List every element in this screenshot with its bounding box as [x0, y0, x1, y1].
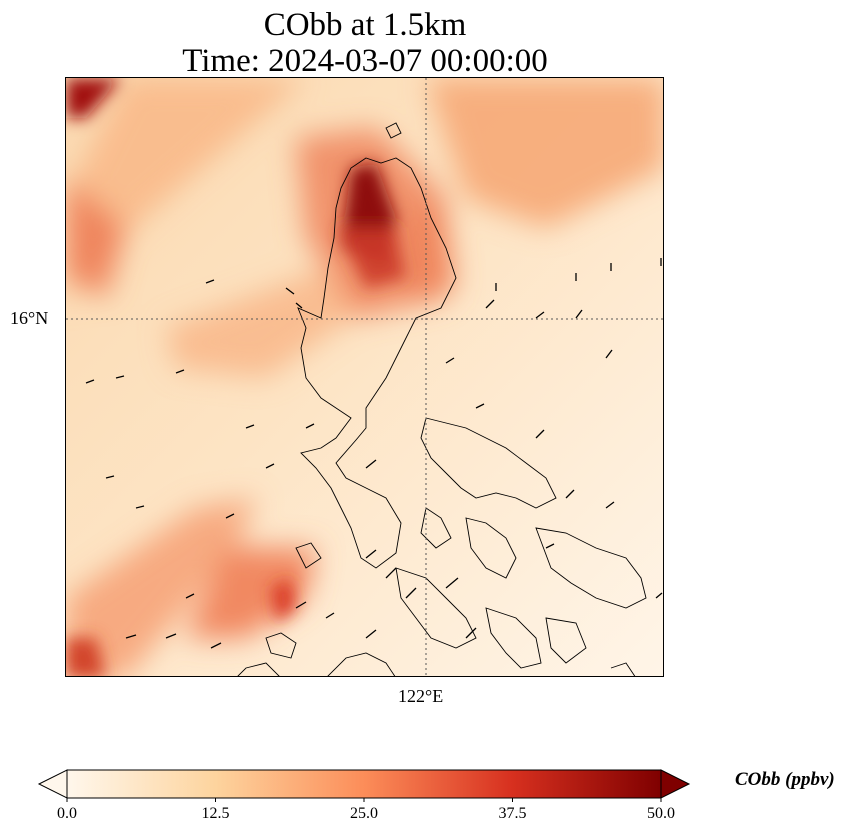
colorbar-tick-marks [66, 798, 662, 802]
coastlines [237, 122, 647, 676]
colorbar-min-extension [37, 769, 68, 799]
gridlines [66, 78, 663, 676]
colorbar-gradient [66, 769, 662, 799]
colorbar-max-extension [660, 769, 691, 799]
colorbar [37, 769, 691, 802]
lat-tick-label: 16°N [10, 308, 49, 328]
map-canvas [66, 78, 663, 676]
colorbar-tick-2: 25.0 [350, 805, 378, 822]
colorbar-label: CObb (ppbv) [735, 769, 835, 790]
wind-vectors [85, 258, 663, 649]
colorbar-tick-3: 37.5 [498, 805, 527, 822]
plot-title-line-2: Time: 2024-03-07 00:00:00 [182, 43, 548, 79]
plot-title-line-1: CObb at 1.5km [263, 7, 467, 43]
concentration-maxima [66, 78, 406, 676]
colorbar-tick-0: 0.0 [57, 805, 77, 822]
colorbar-tick-4: 50.0 [647, 805, 675, 822]
lon-tick-label: 122°E [398, 686, 444, 706]
map-panel [65, 77, 664, 677]
colorbar-tick-1: 12.5 [201, 805, 230, 822]
